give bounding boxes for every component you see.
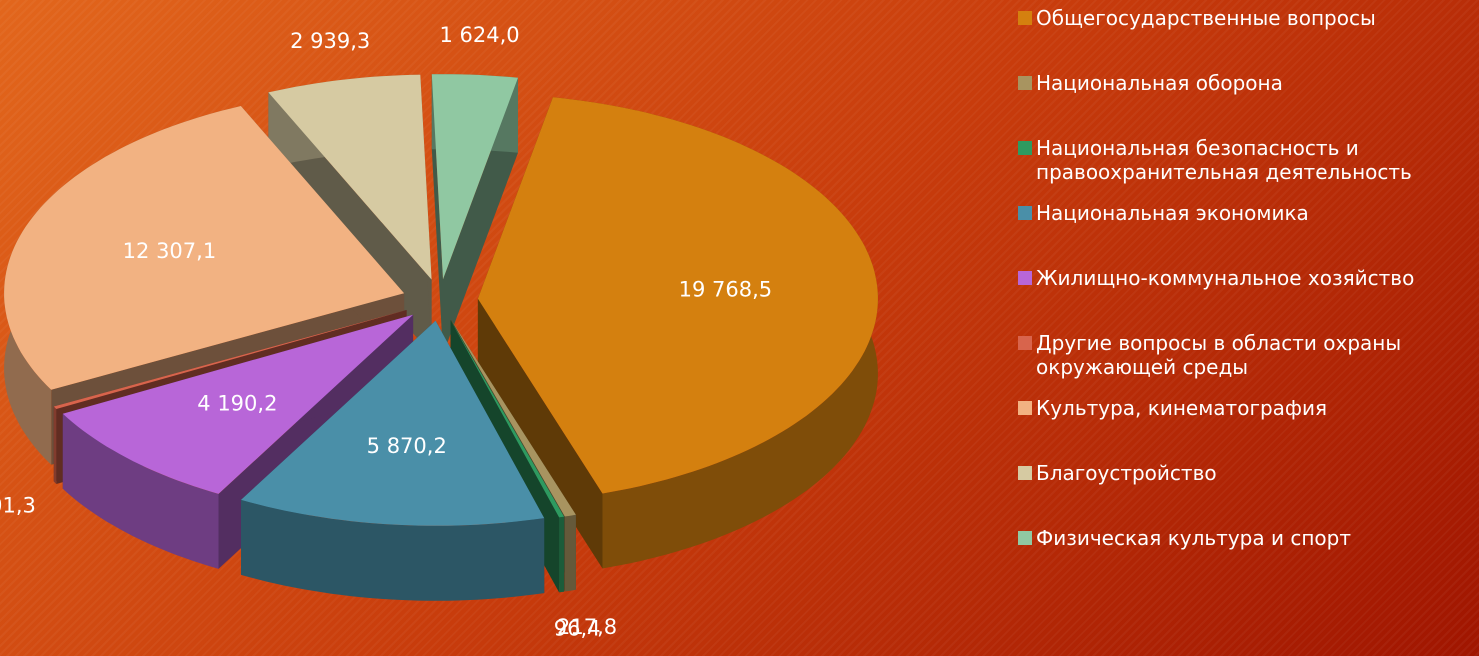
slice <box>241 320 545 601</box>
legend-label: Общегосударственные вопросы <box>1036 6 1376 30</box>
legend-swatch <box>1018 531 1032 545</box>
legend-label: Культура, кинематография <box>1036 396 1328 420</box>
legend-label: Национальная экономика <box>1036 201 1309 225</box>
legend-swatch <box>1018 206 1032 220</box>
slice-top <box>53 310 407 409</box>
data-label: 101,3 <box>0 493 36 517</box>
legend-swatch <box>1018 271 1032 285</box>
legend-label: Национальная безопасность и правоохранит… <box>1036 136 1412 184</box>
slice <box>431 74 518 355</box>
slice-top <box>477 97 878 494</box>
legend-label: Национальная оборона <box>1036 71 1283 95</box>
slice-top <box>450 320 565 518</box>
chart: 19 768,5 217,896,4 5 870,2 4 190,2 101,3 12 3… <box>0 23 878 641</box>
slice-side <box>477 298 603 569</box>
data-label: 96,4 <box>554 617 601 641</box>
data-label: 4 190,2 <box>197 391 277 415</box>
data-label: 2 939,3 <box>290 29 370 53</box>
legend-swatch <box>1018 336 1032 350</box>
legend-item: Национальная оборона <box>1018 71 1476 136</box>
slice-side <box>62 413 219 569</box>
legend-item: Благоустройство <box>1018 461 1476 526</box>
slice-side <box>241 499 545 601</box>
data-label: 19 768,5 <box>679 278 773 302</box>
legend-label: Жилищно-коммунальное хозяйство <box>1036 266 1415 290</box>
slice-top <box>451 320 576 517</box>
data-label: 1 624,0 <box>440 23 520 47</box>
slice-top <box>4 106 405 390</box>
slice-side <box>559 516 565 593</box>
slice-side <box>564 514 576 592</box>
legend-label: Благоустройство <box>1036 461 1217 485</box>
legend-item: Физическая культура и спорт <box>1018 526 1476 591</box>
legend-swatch <box>1018 141 1032 155</box>
slice-top <box>62 314 414 494</box>
legend-label: Другие вопросы в области охраны окружающ… <box>1036 331 1402 379</box>
legend-item: Общегосударственные вопросы <box>1018 6 1476 71</box>
legend-item: Национальная безопасность и правоохранит… <box>1018 136 1476 201</box>
legend-swatch <box>1018 401 1032 415</box>
legend-swatch <box>1018 11 1032 25</box>
legend-item: Национальная экономика <box>1018 201 1476 266</box>
slice-top <box>431 74 518 280</box>
legend-swatch <box>1018 466 1032 480</box>
slice <box>477 97 878 569</box>
legend-item: Жилищно-коммунальное хозяйство <box>1018 266 1476 331</box>
legend: Общегосударственные вопросы Национальная … <box>1018 6 1476 591</box>
slice-top <box>241 320 545 526</box>
slice-top <box>268 74 432 280</box>
legend-label: Физическая культура и спорт <box>1036 526 1351 550</box>
legend-swatch <box>1018 76 1032 90</box>
data-label: 217,8 <box>557 615 617 639</box>
legend-item: Другие вопросы в области охраны окружающ… <box>1018 331 1476 396</box>
data-label: 12 307,1 <box>123 239 217 263</box>
slice-side <box>53 406 57 484</box>
legend-item: Культура, кинематография <box>1018 396 1476 461</box>
data-label: 5 870,2 <box>367 434 447 458</box>
